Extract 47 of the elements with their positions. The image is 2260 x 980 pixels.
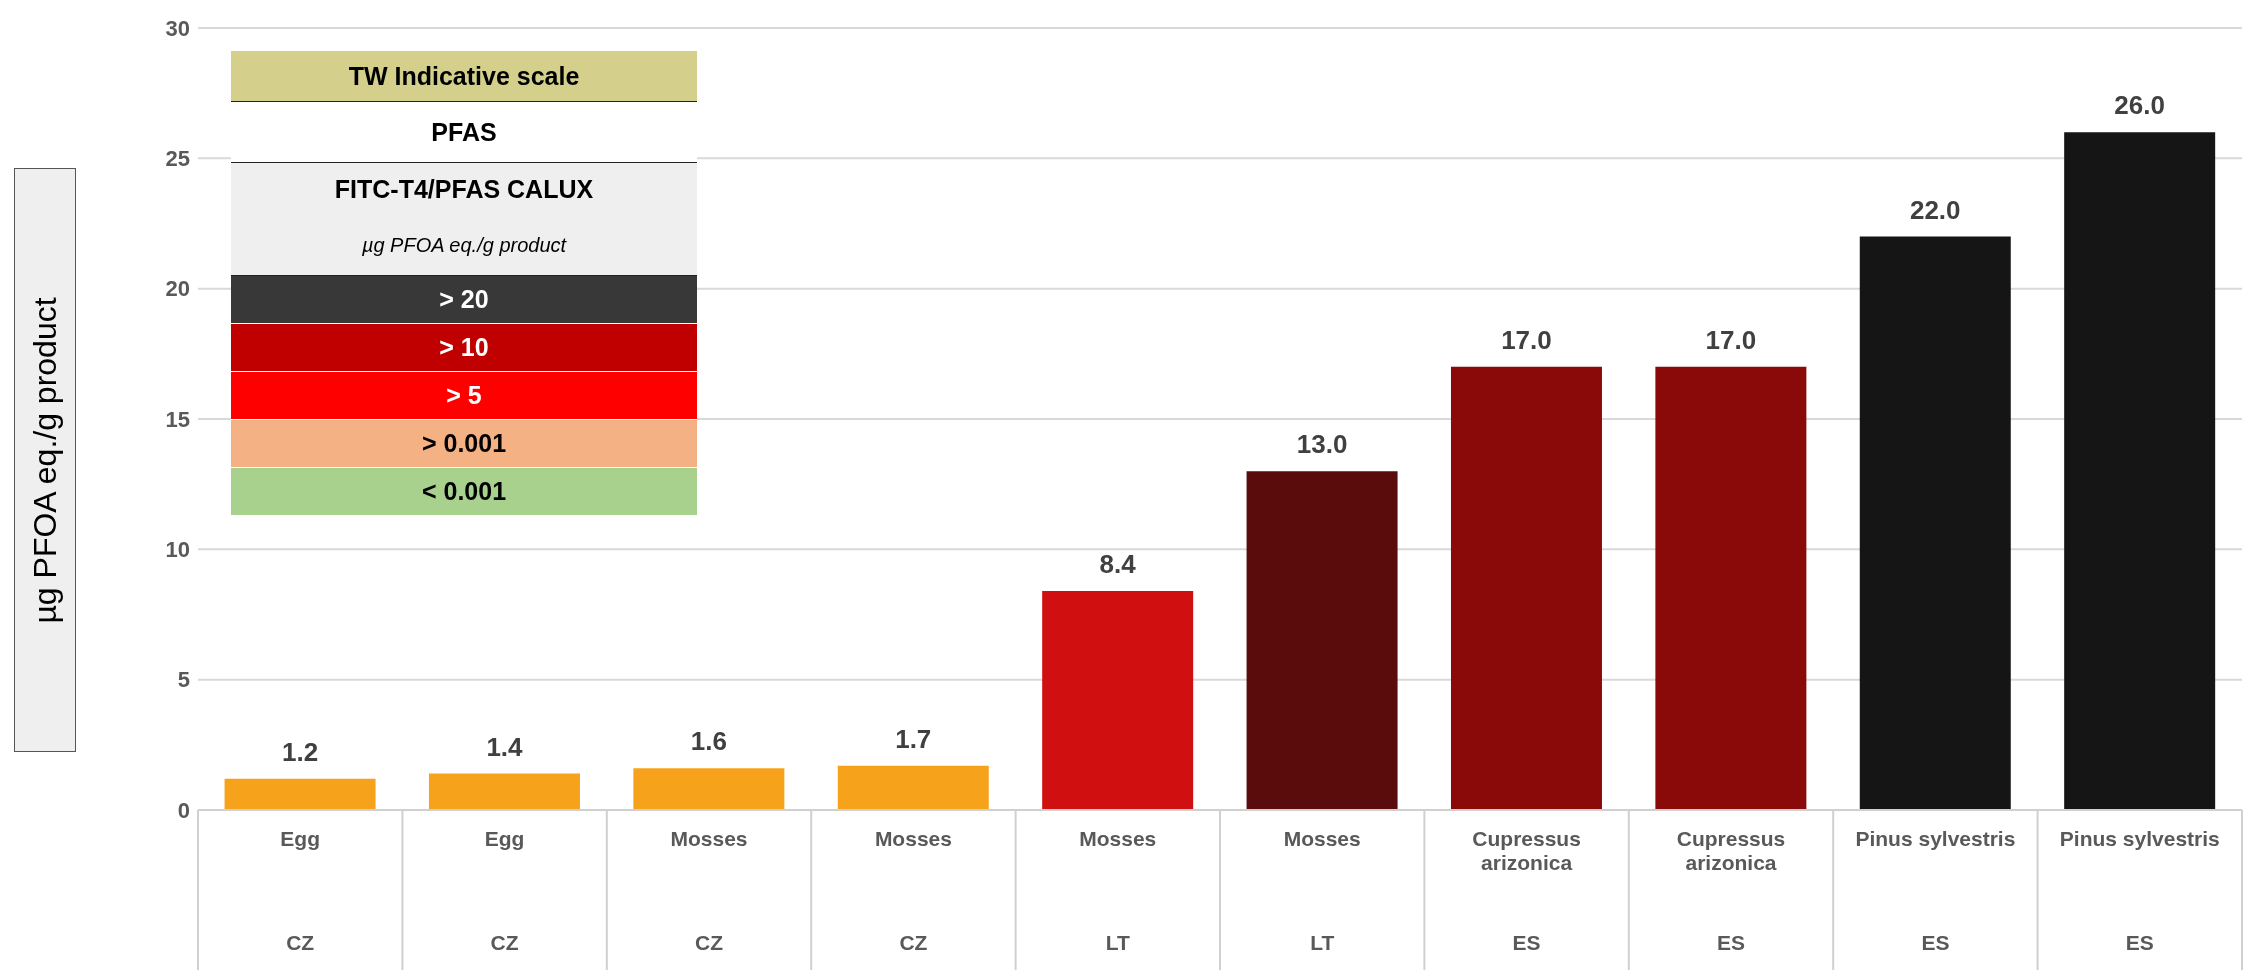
bar: [633, 768, 785, 810]
annotation: FITC-T4/PFAS CALUX: [334, 174, 594, 204]
data-label: 17.0: [1501, 324, 1552, 355]
category-label: Egg CZ: [280, 827, 321, 954]
data-label: 1.4: [486, 731, 524, 762]
category-label: > 20: [439, 285, 489, 314]
text: TW Indicative scale: [348, 61, 580, 91]
y-tick-label: 20: [165, 276, 190, 302]
data-label: 8.4: [1099, 549, 1137, 580]
data-label: 13.0: [1296, 429, 1348, 460]
y-tick-label: 5: [177, 667, 190, 693]
category-label: Cupressus arizonica ES: [1676, 827, 1786, 954]
category-label: Mosses CZ: [670, 827, 748, 954]
category-label: < 0.001: [421, 477, 507, 506]
category-label: Pinus sylvestris ES: [2059, 827, 2220, 954]
category-label: > 5: [446, 381, 482, 410]
bar: [1450, 366, 1602, 810]
data-label: 1.7: [895, 723, 932, 754]
category-label: Mosses LT: [1283, 827, 1361, 954]
bar: [428, 773, 580, 810]
bar: [224, 778, 376, 810]
y-tick-label: 25: [165, 146, 190, 172]
data-label: 1.6: [690, 726, 727, 757]
data-label: 22.0: [1909, 194, 1961, 225]
bar: [1655, 366, 1807, 810]
y-tick-label: 0: [177, 797, 190, 823]
category-label: Cupressus arizonica ES: [1472, 827, 1581, 954]
bar: [837, 765, 989, 810]
category-label: Mosses LT: [1079, 827, 1157, 954]
data-label: 26.0: [2114, 90, 2165, 121]
data-label: 1.2: [281, 736, 319, 767]
category-label: Egg CZ: [484, 827, 525, 954]
bar: [2064, 132, 2216, 810]
y-tick-label: 30: [165, 15, 190, 41]
bar: [1246, 471, 1398, 810]
category-label: > 0.001: [421, 429, 507, 458]
bar: [1859, 236, 2011, 810]
y-tick-label: 15: [165, 406, 190, 432]
category-label: Pinus sylvestris ES: [1855, 827, 2016, 954]
annotation: µg PFOA eq./g product: [361, 233, 567, 257]
bar: [1042, 591, 1194, 810]
y-axis-title: µg PFOA eq./g product: [26, 296, 64, 624]
category-label: > 10: [439, 333, 489, 362]
data-label: 17.0: [1705, 324, 1757, 355]
y-tick-label: 10: [165, 537, 190, 563]
text: PFAS: [431, 117, 497, 147]
category-label: Mosses CZ: [874, 827, 952, 954]
